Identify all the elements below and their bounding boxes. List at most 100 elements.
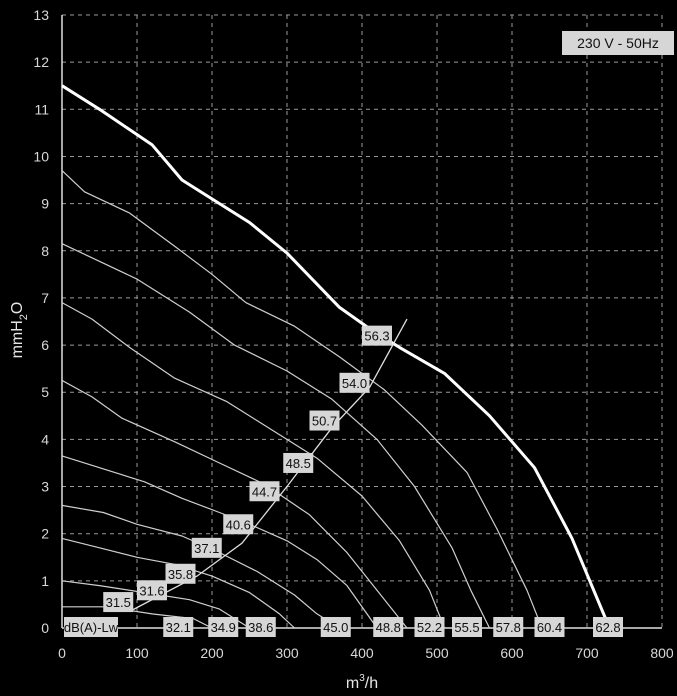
- noise-value-label-text: 52.2: [417, 620, 442, 635]
- noise-value-label-text: 55.5: [454, 620, 479, 635]
- y-tick-label: 3: [41, 479, 49, 495]
- noise-value-label-text: 34.9: [211, 620, 236, 635]
- curve-db-label: 48.5: [283, 452, 314, 473]
- y-tick-label: 10: [33, 148, 49, 164]
- curve-db-label-box: [249, 481, 280, 502]
- curve-db-label-text: 50.7: [312, 414, 337, 429]
- noise-value-label: 32.1: [163, 617, 194, 637]
- curve-db-label-box: [283, 452, 314, 473]
- y-tick-label: 4: [41, 431, 49, 447]
- y-tick-label: 6: [41, 337, 49, 353]
- y-tick-label: 13: [33, 7, 49, 23]
- noise-value-label-text: 38.6: [248, 620, 273, 635]
- x-axis-title-sup: 3: [359, 673, 365, 684]
- curve-db-label-text: 35.8: [168, 567, 193, 582]
- y-tick-label: 5: [41, 384, 49, 400]
- x-tick-label: 100: [125, 645, 149, 661]
- y-tick-label: 9: [41, 196, 49, 212]
- fan-curve: [61, 302, 446, 629]
- noise-value-label-text: 57.8: [496, 620, 521, 635]
- noise-value-label-box: [163, 617, 194, 637]
- noise-value-label: 34.9: [208, 617, 239, 637]
- noise-row-label-box: [64, 617, 118, 637]
- x-axis-title-tail: /h: [365, 675, 378, 692]
- curve-db-label: 40.6: [223, 514, 254, 535]
- noise-value-label-box: [245, 617, 276, 637]
- max-speed-curve: [61, 84, 611, 629]
- y-axis-title-tail: O: [9, 302, 26, 314]
- noise-value-label-text: 48.8: [376, 620, 401, 635]
- curve-db-label: 35.8: [165, 563, 196, 584]
- y-tick-label: 7: [41, 290, 49, 306]
- noise-value-label-box: [320, 617, 351, 637]
- noise-value-label: 57.8: [493, 617, 524, 637]
- noise-value-label-text: 60.4: [537, 620, 562, 635]
- noise-value-label: 52.2: [414, 617, 445, 637]
- x-tick-label: 700: [575, 645, 599, 661]
- curve-db-label-text: 37.1: [194, 541, 219, 556]
- x-tick-label: 600: [500, 645, 524, 661]
- noise-value-label: 55.5: [452, 617, 482, 637]
- curve-db-label: 31.5: [103, 592, 134, 613]
- curve-db-label-text: 44.7: [252, 484, 277, 499]
- curve-db-label-box: [362, 325, 392, 346]
- curve-db-label: 37.1: [191, 537, 222, 558]
- noise-value-label-box: [452, 617, 482, 637]
- data-labels: 31.5 31.6 35.837.1 40.6 44.7 48.5 50.7 54.0 56.3…: [64, 325, 623, 637]
- curve-db-label: 44.7: [249, 481, 280, 502]
- y-tick-label: 12: [33, 54, 49, 70]
- noise-value-label: 48.8: [373, 617, 404, 637]
- power-label: 230 V - 50Hz: [577, 35, 659, 51]
- noise-value-label-box: [493, 617, 524, 637]
- curve-db-label-box: [137, 580, 167, 601]
- y-axis-title-sub: 2: [18, 314, 30, 320]
- curve-db-label: 50.7: [309, 410, 340, 431]
- noise-row-label: dB(A)-Lw: [64, 617, 119, 637]
- y-tick-label: 0: [41, 620, 49, 636]
- curve-db-label: 31.6: [137, 580, 167, 601]
- curve-db-label: 56.3: [362, 325, 392, 346]
- noise-value-label: 60.4: [534, 617, 565, 637]
- x-axis-title: m3/h: [346, 673, 378, 692]
- curve-db-label: 54.0: [339, 372, 370, 393]
- noise-value-label-text: 45.0: [323, 620, 348, 635]
- x-tick-label: 500: [425, 645, 449, 661]
- curve-db-label-box: [191, 537, 222, 558]
- x-axis-title-base: m: [346, 675, 359, 692]
- x-tick-label: 300: [275, 645, 299, 661]
- noise-value-label: 38.6: [245, 617, 276, 637]
- y-tick-label: 2: [41, 526, 49, 542]
- y-tick-label: 8: [41, 243, 49, 259]
- y-axis-title-base: mmH: [9, 320, 26, 358]
- curve-db-label-box: [339, 372, 370, 393]
- curve-db-label-text: 56.3: [364, 329, 389, 344]
- noise-row-label-text: dB(A)-Lw: [64, 620, 119, 635]
- y-tick-label: 1: [41, 573, 49, 589]
- noise-value-label-box: [534, 617, 565, 637]
- curve-db-label-box: [103, 592, 134, 613]
- noise-value-label-box: [593, 617, 623, 637]
- x-tick-label: 200: [200, 645, 224, 661]
- fan-curve: [62, 606, 213, 629]
- x-tick-label: 800: [650, 645, 674, 661]
- y-axis-title: mmH2O: [9, 302, 30, 359]
- power-label-box: 230 V - 50Hz: [562, 31, 674, 55]
- fan-curve: [61, 170, 543, 629]
- curve-db-label-text: 31.6: [139, 583, 164, 598]
- y-tick-label: 11: [34, 101, 49, 117]
- curve-db-label-box: [165, 563, 196, 584]
- noise-value-label: 45.0: [320, 617, 351, 637]
- fan-curve: [61, 243, 491, 629]
- curve-db-label-text: 48.5: [286, 456, 311, 471]
- noise-value-label-text: 62.8: [595, 620, 620, 635]
- x-tick-label: 0: [58, 645, 66, 661]
- curve-db-label-text: 31.5: [106, 595, 131, 610]
- noise-value-label-text: 32.1: [166, 620, 191, 635]
- curve-db-label-box: [309, 410, 340, 431]
- noise-value-label-box: [373, 617, 404, 637]
- noise-value-label-box: [208, 617, 239, 637]
- curve-db-label-text: 54.0: [342, 376, 367, 391]
- x-tick-label: 400: [350, 645, 374, 661]
- noise-value-label: 62.8: [593, 617, 623, 637]
